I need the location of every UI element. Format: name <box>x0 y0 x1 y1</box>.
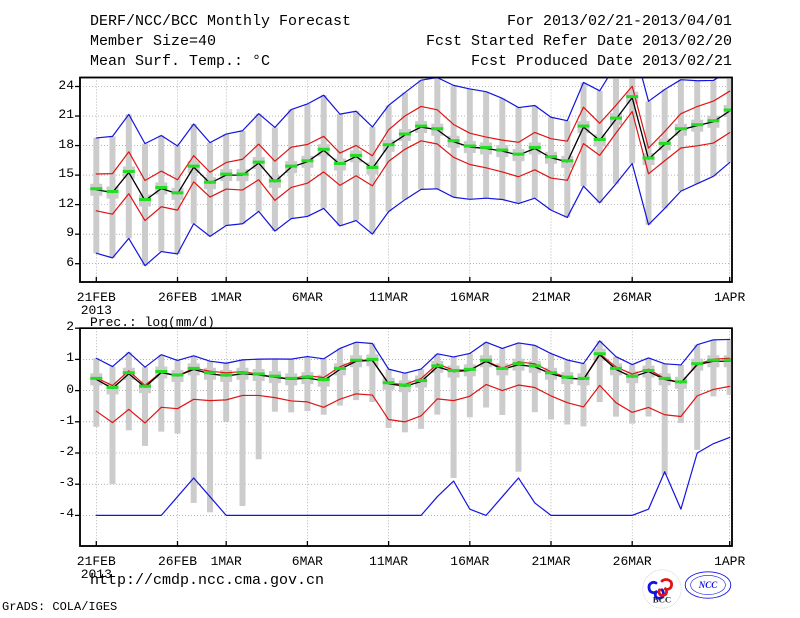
svg-text:BCC: BCC <box>653 595 672 605</box>
svg-text:NCC: NCC <box>698 580 719 590</box>
